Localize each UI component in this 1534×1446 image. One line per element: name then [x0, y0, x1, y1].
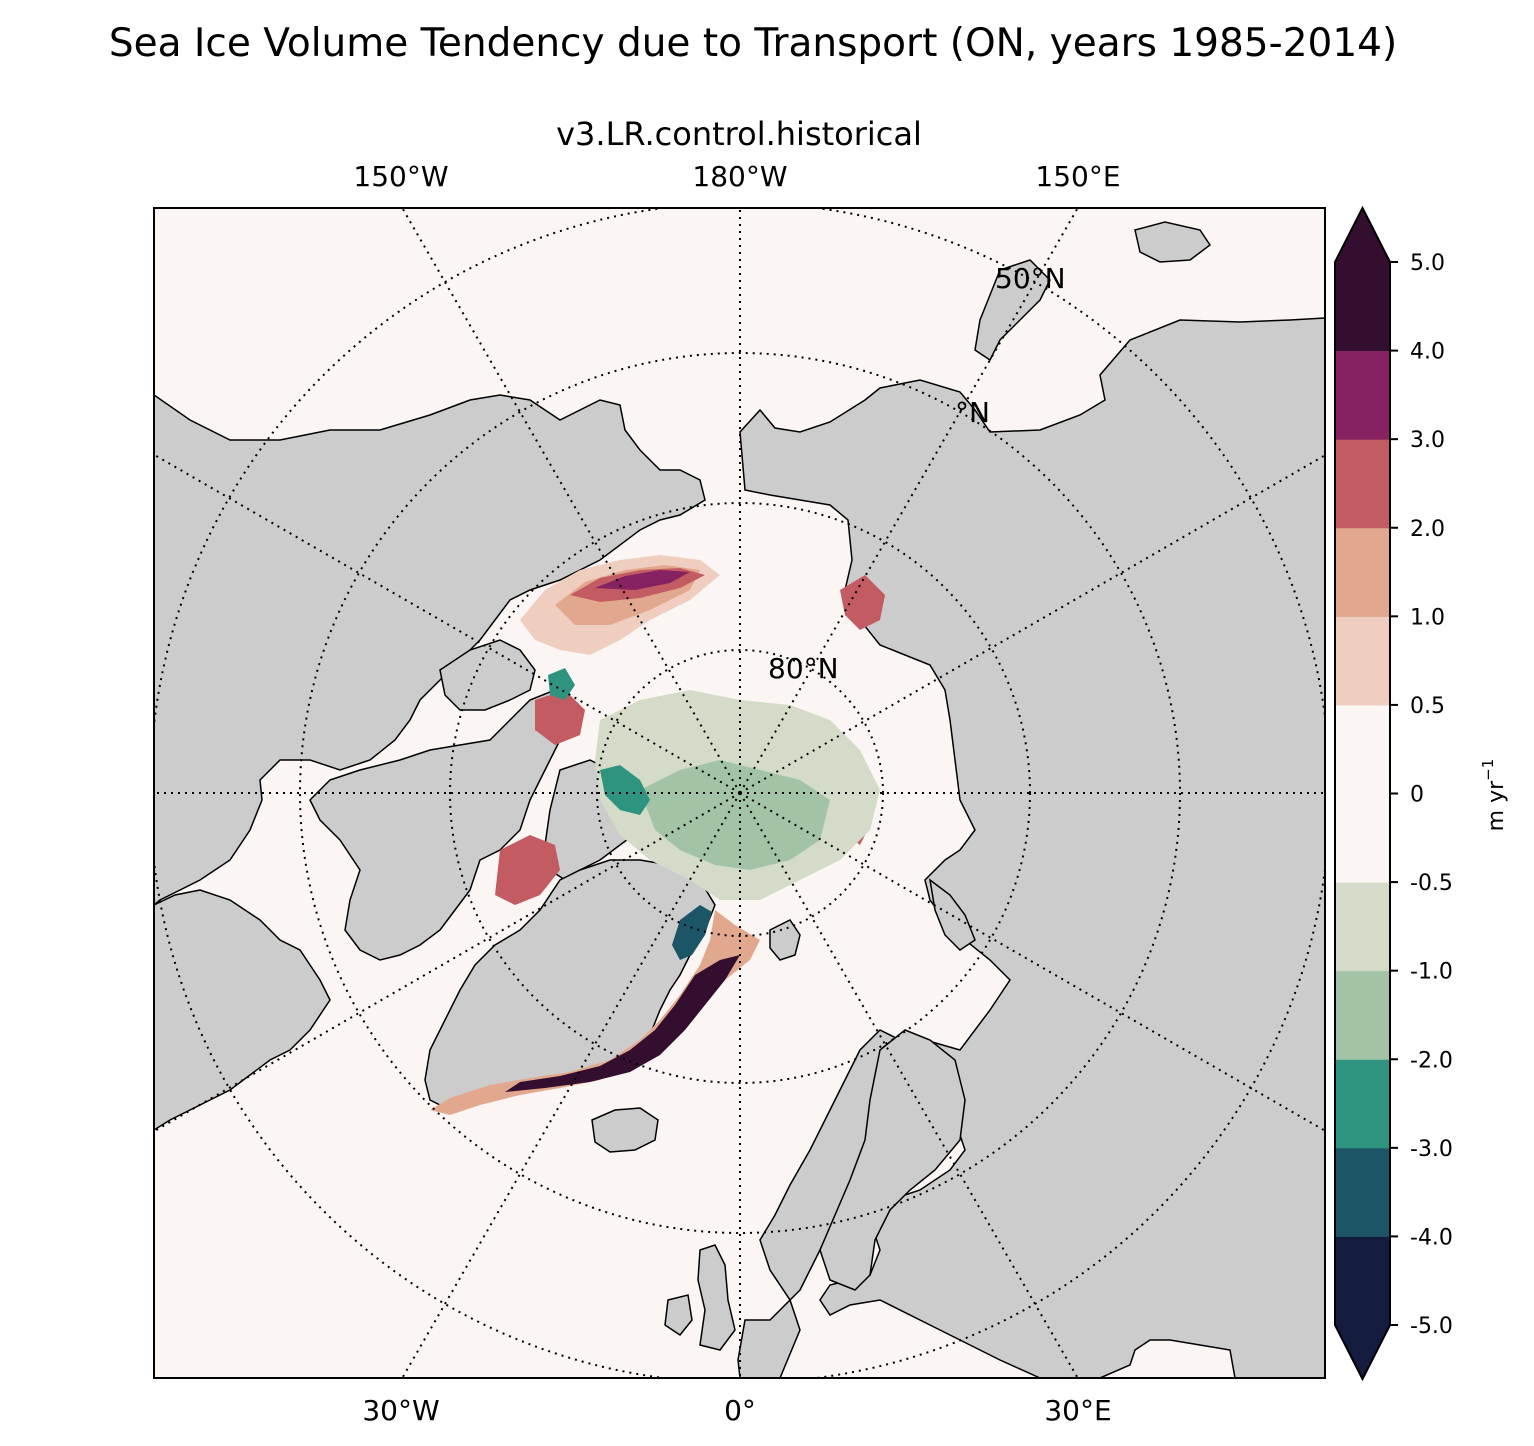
- colorbar-tick-label: -0.5: [1410, 871, 1453, 896]
- colorbar-tick-label: -3.0: [1410, 1137, 1453, 1162]
- lon-label-bottom-1: 30°W: [362, 1394, 439, 1427]
- contour-east-greenland-pos-max: [505, 955, 740, 1092]
- lat-label-50n: 50°N: [995, 262, 1066, 295]
- colorbar-tick-label: -2.0: [1410, 1048, 1453, 1073]
- lon-label-top-1: 150°W: [353, 160, 448, 193]
- lon-label-bottom-2: 0°: [724, 1394, 756, 1427]
- ireland: [664, 1294, 693, 1337]
- eurasia-landmass: [737, 317, 1325, 1378]
- contour-beaufort-pos-max: [595, 570, 690, 590]
- colorbar-band: [1335, 350, 1390, 440]
- iceland: [591, 1107, 659, 1153]
- colorbar-band: [1335, 527, 1390, 617]
- colorbar-band: [1335, 970, 1390, 1060]
- colorbar-band: [1335, 882, 1390, 972]
- canadian-archipelago: [309, 689, 566, 961]
- contour-laptev-pos: [840, 575, 885, 630]
- colorbar-band: [1335, 793, 1390, 883]
- japan-islands: [1134, 221, 1212, 263]
- colorbar-tick-label: -5.0: [1410, 1314, 1453, 1339]
- lon-label-top-2: 180°W: [692, 160, 787, 193]
- colorbar-band: [1335, 1236, 1390, 1326]
- labrador-landmass: [154, 889, 331, 1131]
- colorbar-band: [1335, 439, 1390, 529]
- colorbar-tick-label: -1.0: [1410, 960, 1453, 985]
- kamchatka: [974, 259, 1051, 362]
- latitude-circle: [449, 502, 1031, 1084]
- colorbar-extend-over: [1335, 208, 1390, 262]
- figure-title: Sea Ice Volume Tendency due to Transport…: [109, 21, 1397, 66]
- lon-label-bottom-3: 30°E: [1044, 1394, 1111, 1427]
- lat-label-partial: °N: [955, 396, 990, 429]
- baffin-island: [439, 639, 536, 711]
- colorbar-tick-label: 2.0: [1410, 517, 1445, 542]
- colorbar-band: [1335, 1147, 1390, 1237]
- svalbard: [769, 919, 801, 961]
- contour-central-neg: [640, 760, 830, 870]
- latitude-circle: [299, 352, 1181, 1234]
- colorbar-band: [1335, 262, 1390, 352]
- colorbar: -5.0 -4.0 -3.0 -2.0 -1.0 -0.5 0 0.5 1.0 2.0 3.0 4.0…: [1334, 205, 1453, 1382]
- map-frame: [153, 207, 1326, 1379]
- colorbar-band: [1335, 616, 1390, 706]
- colorbar-tick-label: 1.0: [1410, 605, 1445, 630]
- tendency-contours: [430, 555, 885, 1115]
- colorbar-label-text: m yr: [1484, 780, 1509, 831]
- great-britain: [697, 1244, 736, 1351]
- contour-archipelago-pos: [535, 690, 585, 745]
- land-masses: [154, 221, 1325, 1378]
- contour-nares-neg: [600, 765, 650, 815]
- colorbar-tick-label: 4.0: [1410, 340, 1445, 365]
- contour-east-greenland-neg: [672, 905, 712, 960]
- colorbar-tick-label: 0.5: [1410, 694, 1445, 719]
- map-subtitle: v3.LR.control.historical: [556, 115, 922, 153]
- colorbar-label-exponent: −1: [1479, 759, 1497, 781]
- colorbar-tick-label: -4.0: [1410, 1225, 1453, 1250]
- colorbar-tick-label: 3.0: [1410, 428, 1445, 453]
- svg-text:m yr−1: m yr−1: [1479, 759, 1509, 832]
- contour-baffin-pos: [495, 835, 560, 905]
- colorbar-extend-under: [1335, 1325, 1390, 1379]
- contour-archipelago-neg: [548, 668, 575, 700]
- colorbar-tick-label: 0: [1410, 783, 1424, 808]
- colorbar-band: [1335, 1059, 1390, 1149]
- colorbar-band: [1335, 704, 1390, 794]
- scandinavia: [819, 1029, 966, 1291]
- colorbar-label: m yr−1: [1479, 759, 1509, 832]
- lon-label-top-3: 150°E: [1035, 160, 1120, 193]
- colorbar-tick-label: 5.0: [1410, 251, 1445, 276]
- lat-label-80n: 80°N: [768, 652, 839, 685]
- latitude-circle: [596, 649, 884, 937]
